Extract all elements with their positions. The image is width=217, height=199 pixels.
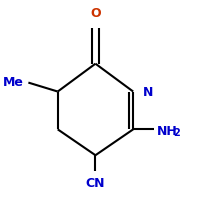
Text: Me: Me [3,76,24,89]
Text: 2: 2 [173,128,180,138]
Text: NH: NH [157,125,178,138]
Text: O: O [90,7,101,20]
Text: CN: CN [86,177,105,190]
Text: N: N [143,86,153,99]
